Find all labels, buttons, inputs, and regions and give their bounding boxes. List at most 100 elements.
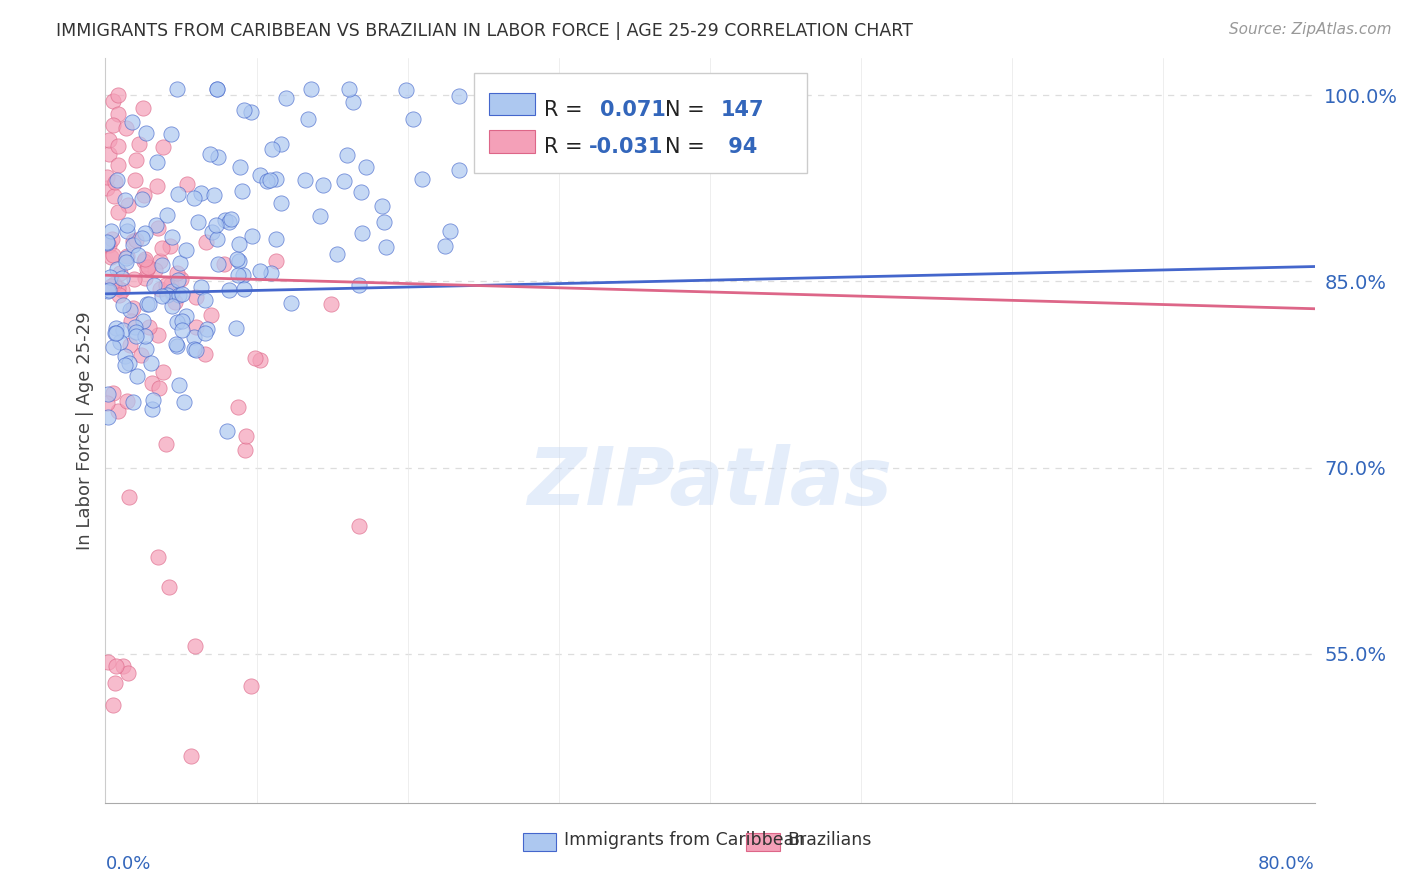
Point [135,342,157,356]
Point [97,409,120,424]
Text: R =: R = [544,100,589,120]
Text: 94: 94 [721,137,758,157]
Point [180,749,202,764]
Point [111,283,134,297]
Point [233,442,256,457]
Point [299,82,322,96]
Point [402,112,425,126]
Point [149,254,172,268]
Point [373,214,395,228]
Point [249,168,271,182]
Point [105,321,128,335]
Point [97,283,120,297]
Point [103,247,125,261]
Y-axis label: In Labor Force | Age 25-29: In Labor Force | Age 25-29 [76,311,94,549]
Point [256,174,278,188]
Point [169,272,191,286]
Point [122,272,145,286]
Point [120,313,142,327]
Text: N =: N = [665,100,711,120]
Point [107,404,129,418]
Point [115,251,138,265]
Point [107,281,129,295]
Point [183,330,205,344]
Point [156,209,179,223]
Point [121,238,143,252]
Point [160,284,183,298]
Point [159,239,181,253]
Point [312,178,335,192]
Point [134,253,156,268]
Point [100,232,122,246]
Point [170,314,193,328]
Point [117,218,139,232]
Point [183,343,205,357]
Point [190,186,212,200]
Point [127,248,149,262]
Point [207,82,229,96]
Point [101,698,124,712]
Point [264,172,287,186]
Point [103,277,125,291]
Point [105,262,128,277]
Point [107,88,129,103]
Text: Source: ZipAtlas.com: Source: ZipAtlas.com [1229,22,1392,37]
Point [96,181,118,195]
Point [190,280,212,294]
Point [165,336,187,351]
Point [274,90,297,104]
Point [167,288,190,302]
Text: Immigrants from Caribbean: Immigrants from Caribbean [564,831,806,849]
Point [141,356,163,370]
Point [174,310,197,324]
Point [134,187,156,202]
Point [194,235,217,249]
Point [107,107,129,121]
Point [172,287,194,301]
Text: R =: R = [544,137,589,157]
Point [240,679,263,693]
Point [186,290,208,304]
Point [145,154,167,169]
Point [129,348,152,362]
Point [115,393,138,408]
Point [156,288,179,302]
Point [124,173,146,187]
Point [115,224,138,238]
Point [225,321,247,335]
FancyBboxPatch shape [474,73,807,173]
Point [136,260,159,274]
Point [96,235,118,250]
Point [103,341,125,355]
Point [226,268,249,283]
Point [172,323,194,337]
Point [152,140,174,154]
Point [142,278,165,293]
Point [200,308,222,322]
Point [117,490,139,504]
Point [138,297,160,311]
Point [243,351,266,365]
Point [125,329,148,343]
Point [294,173,316,187]
Point [131,192,153,206]
Point [228,236,250,251]
Point [240,229,263,244]
Point [336,148,359,162]
Point [395,83,418,97]
Point [111,659,134,673]
FancyBboxPatch shape [489,93,534,115]
Point [337,82,360,96]
Point [356,160,378,174]
Point [134,328,156,343]
Point [194,293,217,307]
Point [132,101,155,115]
Point [117,665,139,680]
Point [370,199,392,213]
Point [167,378,190,392]
Point [148,380,170,394]
Point [218,215,240,229]
Point [229,161,252,175]
Point [280,295,302,310]
Point [135,126,157,140]
